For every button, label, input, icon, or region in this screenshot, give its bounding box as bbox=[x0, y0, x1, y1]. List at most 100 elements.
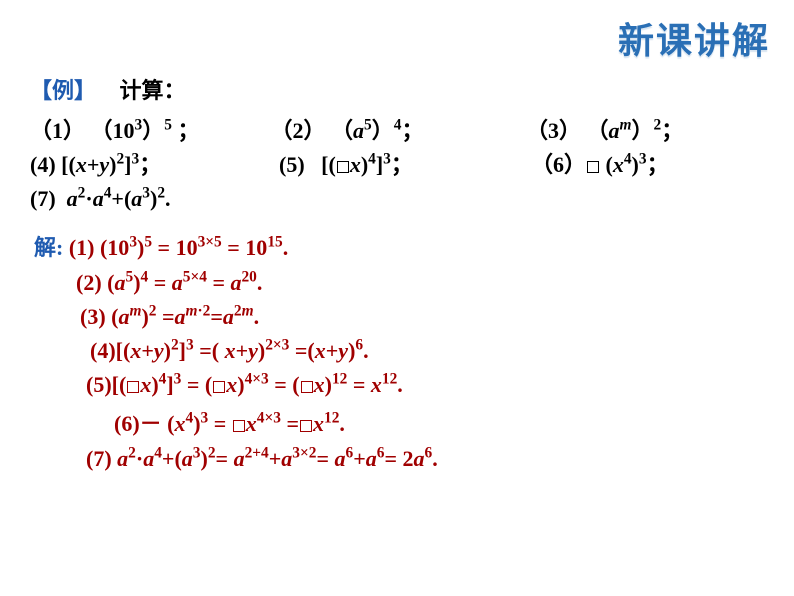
solution-4: (4)[(x+y)2]3 =( x+y)2×3 =(x+y)6. bbox=[90, 338, 764, 364]
example-label: 【例】 bbox=[30, 78, 96, 103]
s3-dot: ·2 bbox=[198, 303, 211, 320]
s2-v3: a bbox=[230, 270, 241, 295]
p3-b: ） bbox=[632, 118, 654, 143]
p6-tail: ； bbox=[647, 152, 669, 177]
s1-c: = 10 bbox=[152, 235, 198, 260]
s5-e: ) bbox=[237, 372, 244, 397]
p2-num: （2） bbox=[271, 118, 326, 143]
problem-1: （1） （103）5 ； bbox=[30, 114, 265, 148]
p3-var: a bbox=[609, 118, 620, 143]
s7-v: a bbox=[117, 446, 128, 471]
s5-x: x bbox=[140, 372, 151, 397]
solution-7: (7) a2·a4+(a3)2= a2+4+a3×2= a6+a6= 2a6. bbox=[86, 446, 764, 472]
s4-b: ) bbox=[164, 338, 171, 363]
problem-5: (5) [(x)4]3； bbox=[274, 148, 526, 182]
p4-num: (4) bbox=[30, 152, 56, 177]
p6-num: （6） bbox=[531, 152, 586, 177]
s4-y: y bbox=[154, 338, 164, 363]
s4-s1: 2 bbox=[171, 337, 179, 354]
problems-row-2: (4) [(x+y)2]3； (5) [(x)4]3； （6） (x4)3； bbox=[30, 148, 764, 182]
s4-y2: y bbox=[248, 338, 258, 363]
s5-x2: x bbox=[226, 372, 237, 397]
p5-s1: 4 bbox=[368, 151, 376, 168]
s7-e: = 2 bbox=[384, 446, 413, 471]
s3-c: = bbox=[157, 304, 175, 329]
s6-x2: x bbox=[246, 411, 257, 436]
p1-b: ） bbox=[142, 118, 164, 143]
s3-a: (3) ( bbox=[80, 304, 118, 329]
s5-b: ) bbox=[151, 372, 158, 397]
s7-v4: a bbox=[234, 446, 245, 471]
p5-x: x bbox=[350, 152, 361, 177]
s7-v5: a bbox=[281, 446, 292, 471]
s1-s3: 3×5 bbox=[198, 234, 222, 251]
p3-a: （ bbox=[587, 118, 609, 143]
p5-tail: ； bbox=[391, 152, 413, 177]
s4-p2: + bbox=[236, 338, 249, 363]
p4-plus: + bbox=[87, 152, 100, 177]
p2-s1: 5 bbox=[364, 117, 372, 134]
p6-x: x bbox=[613, 152, 624, 177]
p4-a: [( bbox=[61, 152, 76, 177]
s1-e: . bbox=[283, 235, 289, 260]
s3-d: = bbox=[210, 304, 223, 329]
p4-s1: 2 bbox=[116, 151, 124, 168]
s5-x3: x bbox=[314, 372, 325, 397]
s3-e: . bbox=[254, 304, 260, 329]
s3-s2: 2 bbox=[149, 303, 157, 320]
s7-p3: + bbox=[353, 446, 366, 471]
box-icon bbox=[587, 161, 599, 173]
s6-f: . bbox=[339, 411, 345, 436]
s3-v: a bbox=[118, 304, 129, 329]
s1-a: (1) (10 bbox=[69, 235, 129, 260]
s3-sm2: m bbox=[186, 303, 198, 320]
p4-tail: ； bbox=[139, 152, 161, 177]
solution-3: (3) (am)2 =am·2=a2m. bbox=[80, 304, 764, 330]
box-icon bbox=[127, 381, 139, 393]
s4-c: ] bbox=[179, 338, 186, 363]
s3-s3a: 2 bbox=[234, 303, 242, 320]
s4-p3: + bbox=[326, 338, 339, 363]
solution-5: (5)[(x)4]3 = (x)4×3 = (x)12 = x12. bbox=[86, 372, 764, 398]
s7-p2: + bbox=[269, 446, 282, 471]
s7-s2: 4 bbox=[154, 445, 162, 462]
problems-row-1: （1） （103）5 ； （2） （a5）4； （3） （am）2； bbox=[30, 114, 764, 148]
s4-s3: 2×3 bbox=[265, 337, 289, 354]
p7-a2: a bbox=[93, 186, 104, 211]
s6-b: ( bbox=[162, 411, 175, 436]
s1-s1: 3 bbox=[129, 234, 137, 251]
s7-p: +( bbox=[162, 446, 182, 471]
s4-p: + bbox=[141, 338, 154, 363]
p3-num: （3） bbox=[526, 118, 581, 143]
p2-a: （ bbox=[331, 118, 353, 143]
s3-s3b: m bbox=[242, 303, 254, 320]
slide-content: 【例】 计算： （1） （103）5 ； （2） （a5）4； （3） （am）… bbox=[30, 74, 764, 480]
s1-s2: 5 bbox=[144, 234, 152, 251]
s4-d: =( bbox=[194, 338, 225, 363]
p2-tail: ； bbox=[401, 118, 423, 143]
s5-a: (5)[( bbox=[86, 372, 126, 397]
s7-v8: a bbox=[414, 446, 425, 471]
s2-v2: a bbox=[172, 270, 183, 295]
s4-y3: y bbox=[338, 338, 348, 363]
s4-f: =( bbox=[289, 338, 314, 363]
s7-b: ) bbox=[200, 446, 207, 471]
s7-c: = bbox=[216, 446, 234, 471]
s7-v2: a bbox=[143, 446, 154, 471]
s5-s3: 4×3 bbox=[245, 371, 269, 388]
problem-2: （2） （a5）4； bbox=[271, 114, 521, 148]
s6-x: x bbox=[175, 411, 186, 436]
compute-label: 计算： bbox=[120, 78, 186, 103]
s6-d: = bbox=[208, 411, 232, 436]
s1-d: = 10 bbox=[222, 235, 268, 260]
s4-s2: 3 bbox=[186, 337, 194, 354]
s4-x: x bbox=[130, 338, 141, 363]
box-icon bbox=[233, 420, 245, 432]
p5-s2: 3 bbox=[383, 151, 391, 168]
s5-s5: 12 bbox=[382, 371, 397, 388]
p4-y: y bbox=[99, 152, 109, 177]
s4-a: (4)[( bbox=[90, 338, 130, 363]
problem-3: （3） （am）2； bbox=[526, 114, 683, 148]
p7-s4: 2 bbox=[157, 185, 165, 202]
s7-s1: 2 bbox=[128, 445, 136, 462]
